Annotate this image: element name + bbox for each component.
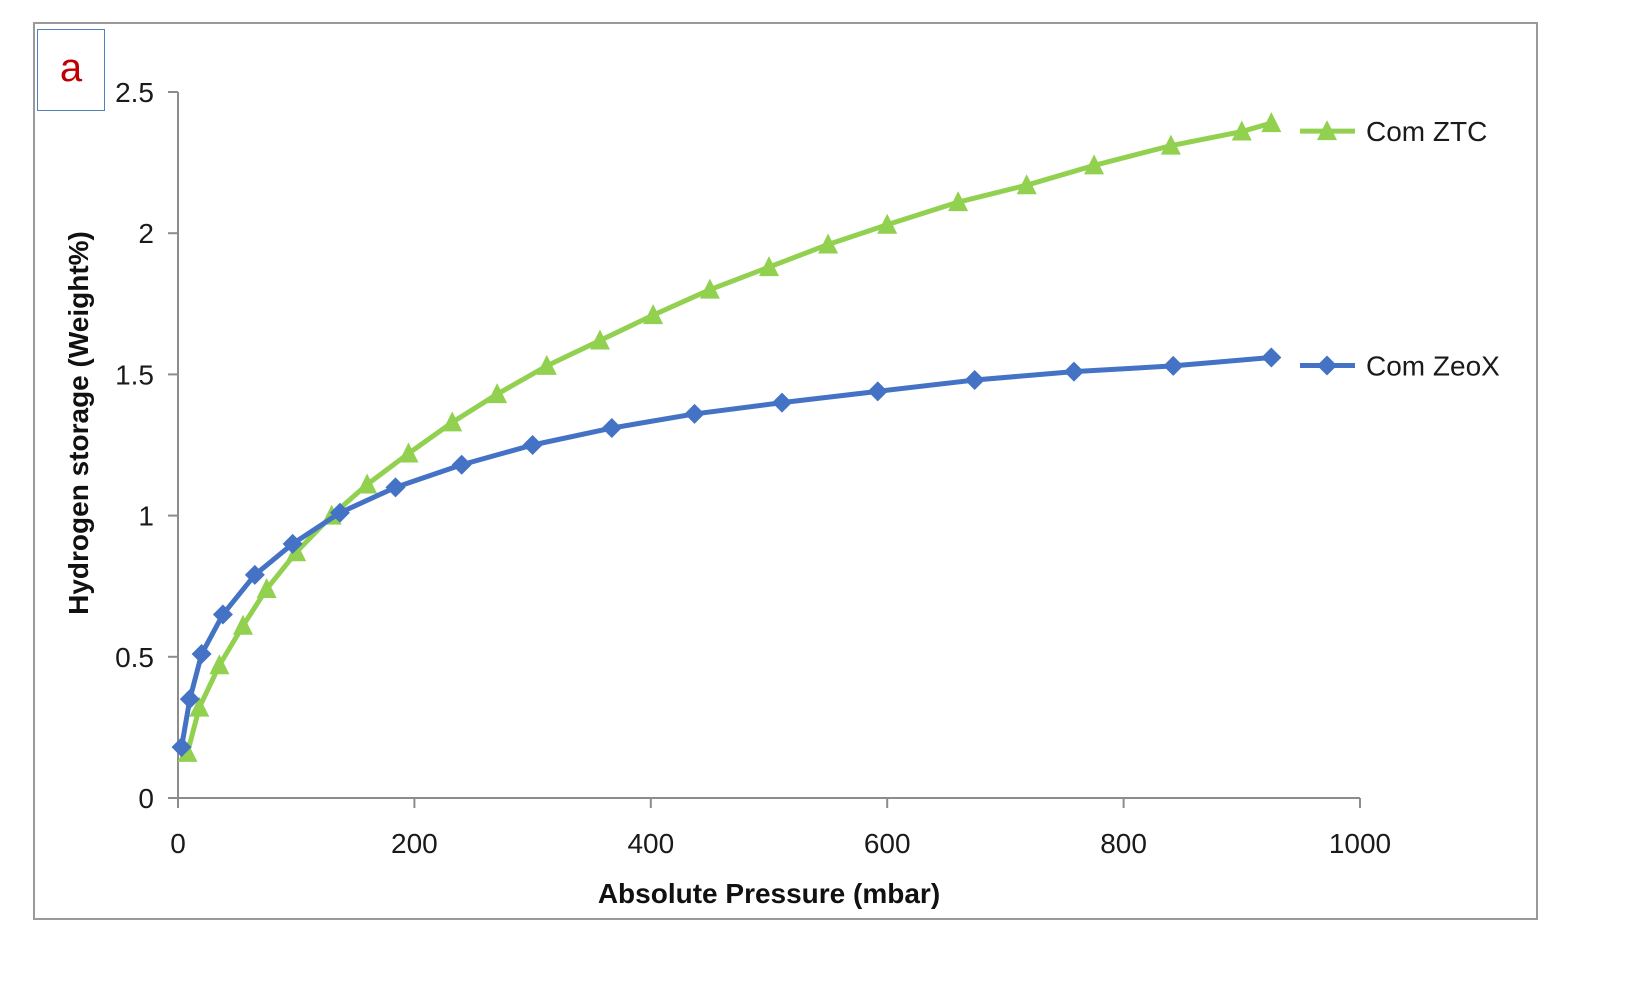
data-point <box>487 383 508 404</box>
data-point <box>171 737 192 758</box>
legend-swatch-marker <box>1317 355 1337 376</box>
y-axis-title: Hydrogen storage (Weight%) <box>63 231 94 615</box>
series-line <box>179 354 1272 748</box>
y-tick-label: 1.5 <box>115 359 154 390</box>
data-point <box>189 696 210 717</box>
legend-entry: Com ZeoX <box>1300 350 1500 381</box>
data-point <box>398 442 419 463</box>
chart-frame <box>33 22 1538 920</box>
legend-entry: Com ZTC <box>1300 116 1487 147</box>
data-point <box>209 654 230 675</box>
data-point <box>948 191 969 212</box>
data-point <box>1261 112 1282 133</box>
x-tick-label: 1000 <box>1329 828 1391 859</box>
y-tick-label: 2.5 <box>115 77 154 108</box>
data-point <box>442 411 463 432</box>
data-point <box>179 689 200 710</box>
data-point <box>867 381 888 402</box>
data-point <box>1261 347 1282 368</box>
data-point <box>772 392 793 413</box>
data-point <box>1163 355 1184 376</box>
data-point <box>759 256 779 277</box>
y-tick-label: 0 <box>138 783 154 814</box>
legend-label: Com ZeoX <box>1366 350 1500 381</box>
series-line <box>185 120 1273 754</box>
x-tick-label: 400 <box>627 828 674 859</box>
data-point <box>233 614 254 635</box>
data-point <box>684 403 705 424</box>
data-point <box>212 604 233 625</box>
data-point <box>1084 154 1105 175</box>
data-point <box>286 541 307 562</box>
data-point <box>451 454 472 475</box>
data-point <box>818 233 839 254</box>
data-point <box>1231 120 1252 141</box>
data-point <box>964 370 985 391</box>
axes: 0 0.5 1 1.5 2 2.5 0 200 400 600 800 1000 <box>115 77 1391 859</box>
series-com-ztc <box>177 112 1282 762</box>
data-point <box>177 741 198 762</box>
data-point <box>256 578 277 599</box>
x-axis-title: Absolute Pressure (mbar) <box>598 878 940 909</box>
data-point <box>329 502 350 523</box>
panel-label: a <box>37 29 105 111</box>
y-tick-label: 1 <box>138 501 154 532</box>
x-tick-label: 200 <box>391 828 438 859</box>
data-point <box>1016 174 1037 195</box>
data-point <box>877 213 898 234</box>
data-point <box>385 477 406 498</box>
data-point <box>589 329 610 350</box>
data-point <box>522 435 543 455</box>
y-tick-label: 2 <box>138 218 154 249</box>
data-point <box>191 643 212 664</box>
data-point <box>601 418 622 439</box>
data-point <box>643 304 664 325</box>
legend-swatch-marker <box>1317 120 1337 141</box>
data-point <box>699 278 720 299</box>
x-tick-label: 600 <box>864 828 911 859</box>
data-point <box>244 564 265 585</box>
series-com-zeox <box>171 347 1282 758</box>
data-point <box>1063 361 1084 382</box>
x-tick-label: 800 <box>1100 828 1147 859</box>
data-point <box>282 533 303 554</box>
data-point <box>1160 134 1181 155</box>
y-tick-label: 0.5 <box>115 642 154 673</box>
data-point <box>536 354 557 375</box>
series-layer: Com ZTC Com ZeoX <box>171 112 1500 762</box>
x-tick-label: 0 <box>170 828 186 859</box>
data-point <box>357 473 378 494</box>
legend-label: Com ZTC <box>1366 116 1487 147</box>
